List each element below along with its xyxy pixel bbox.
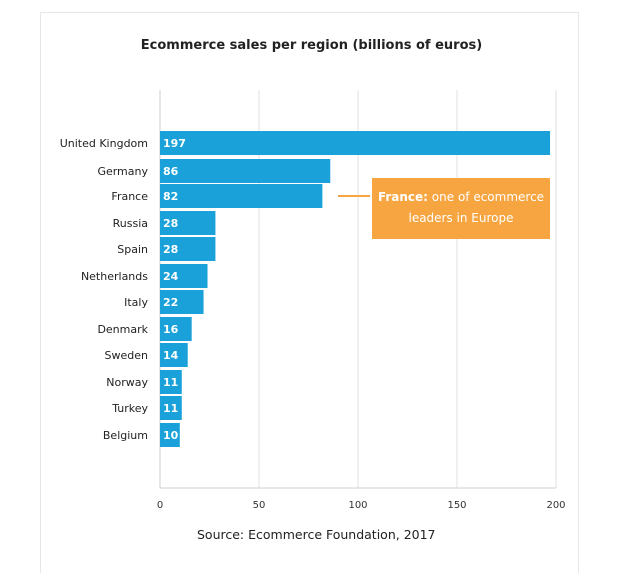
bar <box>160 317 192 341</box>
bar <box>160 290 204 314</box>
bar <box>160 211 216 235</box>
x-tick-label: 150 <box>447 500 466 511</box>
bar <box>160 370 182 394</box>
france-annotation: France: one of ecommerce leaders in Euro… <box>372 178 550 239</box>
bar-value-label: 10 <box>163 429 179 442</box>
category-label: Germany <box>97 165 148 178</box>
bar <box>160 159 331 183</box>
bar <box>160 237 216 261</box>
chart-title: Ecommerce sales per region (billions of … <box>140 38 483 53</box>
x-tick-label: 50 <box>253 500 266 511</box>
bar <box>160 184 323 208</box>
bar <box>160 396 182 420</box>
category-label: Russia <box>113 217 148 230</box>
x-tick-label: 0 <box>157 500 163 511</box>
category-label: France <box>111 190 148 203</box>
category-label: Netherlands <box>81 270 148 283</box>
bar-value-label: 28 <box>163 217 178 230</box>
category-label: Sweden <box>105 349 148 362</box>
bar-value-label: 22 <box>163 296 178 309</box>
bar-value-label: 16 <box>163 323 179 336</box>
bar <box>160 343 188 367</box>
x-tick-label: 200 <box>546 500 565 511</box>
annotation-text: one of ecommerce leaders in Europe <box>408 190 545 225</box>
category-label: United Kingdom <box>60 137 148 150</box>
category-label: Norway <box>106 376 148 389</box>
bar-value-label: 86 <box>163 165 179 178</box>
category-label: Italy <box>124 296 148 309</box>
bar-value-label: 28 <box>163 243 178 256</box>
bar-value-label: 24 <box>163 270 179 283</box>
bar-chart: 0 50 100 150 200 197 United Kingdom 86 Germany 82… <box>60 90 566 511</box>
bar-value-label: 11 <box>163 402 178 415</box>
category-label: Turkey <box>111 402 148 415</box>
annotation-bold: France: <box>377 190 428 204</box>
bar-value-label: 197 <box>163 137 186 150</box>
category-label: Belgium <box>103 429 148 442</box>
x-tick-label: 100 <box>348 500 367 511</box>
source-note: Source: Ecommerce Foundation, 2017 <box>197 527 436 542</box>
category-label: Spain <box>117 243 148 256</box>
bar-value-label: 11 <box>163 376 178 389</box>
bar-value-label: 14 <box>163 349 179 362</box>
chart-card <box>40 12 579 573</box>
bar <box>160 131 551 155</box>
category-label: Denmark <box>97 323 148 336</box>
bar <box>160 423 180 447</box>
bar-value-label: 82 <box>163 190 178 203</box>
bar <box>160 264 208 288</box>
